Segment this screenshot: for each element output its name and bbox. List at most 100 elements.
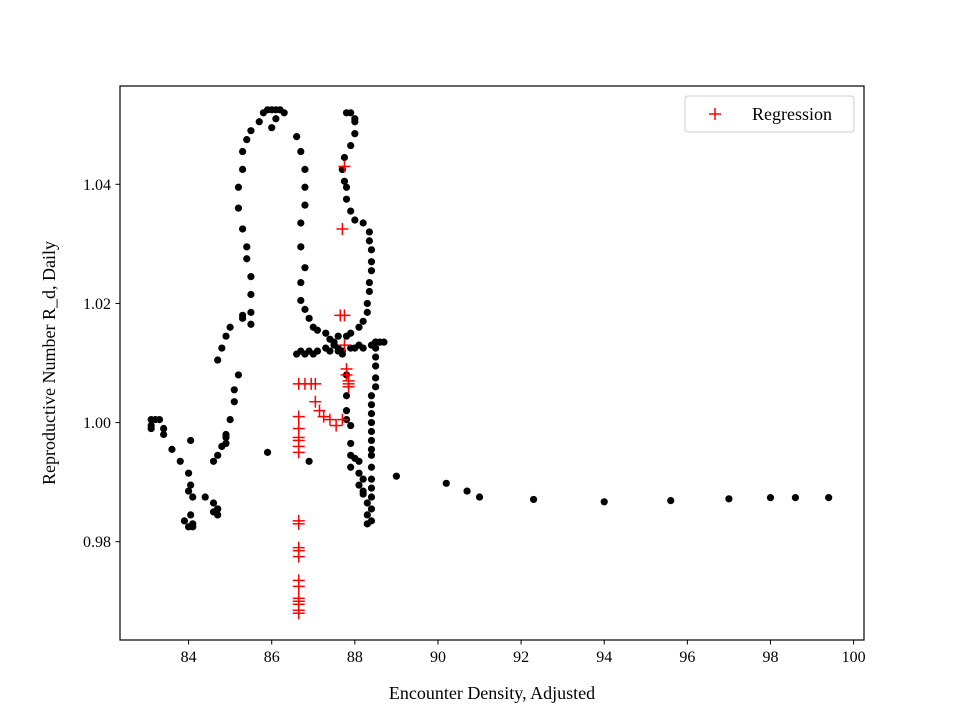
data-point (230, 398, 238, 406)
data-point (392, 472, 401, 480)
data-point (342, 407, 351, 415)
data-point (359, 219, 367, 227)
data-point (263, 448, 272, 456)
legend-box (684, 95, 855, 133)
data-point (363, 299, 371, 308)
data-point (239, 147, 247, 156)
y-axis-label: Reproductive Number R_d, Daily (39, 241, 59, 485)
data-point (301, 165, 309, 173)
data-point (355, 323, 363, 331)
data-point (184, 487, 193, 495)
data-point (475, 493, 484, 501)
data-point (301, 305, 309, 313)
data-point (791, 494, 800, 502)
data-point (330, 341, 338, 349)
data-point (180, 517, 189, 525)
data-point (214, 511, 222, 519)
data-point (365, 237, 373, 245)
x-tick-label: 94 (596, 649, 612, 666)
regression-point (338, 309, 351, 322)
data-point (222, 439, 230, 448)
data-point (367, 267, 376, 275)
data-point (187, 436, 195, 445)
data-point (355, 481, 363, 489)
y-tick-label: 1.00 (83, 415, 111, 432)
data-point (214, 451, 222, 459)
data-point (187, 481, 195, 489)
data-point (209, 499, 218, 507)
data-point (297, 278, 305, 287)
data-point (825, 494, 833, 502)
data-point (234, 204, 243, 212)
regression-point (330, 419, 343, 432)
y-tick-label: 0.98 (83, 534, 111, 551)
data-point (301, 183, 309, 191)
data-point (372, 344, 380, 352)
x-tick-label: 88 (347, 649, 363, 666)
data-point (359, 344, 367, 352)
data-point (367, 401, 376, 409)
y-tick-label: 1.04 (83, 177, 111, 194)
data-point (725, 495, 733, 503)
data-point (359, 317, 367, 325)
data-point (372, 338, 380, 346)
data-point (442, 479, 450, 487)
data-point (313, 326, 322, 334)
data-point (529, 495, 538, 504)
regression-point (292, 550, 305, 563)
data-point (363, 308, 371, 316)
data-point (367, 418, 376, 427)
data-point (239, 311, 247, 319)
x-tick-label: 84 (181, 649, 197, 666)
data-point (367, 517, 376, 525)
data-point (322, 329, 330, 337)
data-point (667, 497, 675, 505)
regression-point (292, 377, 305, 390)
data-point (359, 475, 367, 483)
y-tick-label: 1.02 (83, 296, 111, 313)
data-point (372, 374, 380, 382)
data-point (367, 463, 376, 471)
data-point (187, 511, 195, 519)
data-point (280, 109, 288, 117)
data-point (189, 523, 197, 531)
data-point (226, 415, 234, 424)
regression-point (313, 404, 326, 417)
data-point (367, 410, 376, 418)
regression-point (292, 517, 305, 530)
data-point (272, 115, 280, 123)
regression-point (292, 446, 305, 459)
x-tick-label: 98 (762, 649, 778, 666)
data-point (355, 469, 363, 477)
data-point (218, 344, 226, 352)
data-point (351, 130, 359, 138)
data-point (338, 350, 346, 358)
data-point (367, 484, 376, 492)
data-point (226, 323, 234, 331)
data-point (268, 124, 276, 132)
data-point (247, 320, 255, 328)
data-point (243, 136, 251, 144)
data-point (372, 353, 380, 361)
data-point (326, 347, 334, 355)
data-point (297, 219, 305, 227)
regression-point (292, 410, 305, 423)
data-point (214, 356, 222, 364)
data-point (367, 475, 376, 483)
data-point (342, 183, 351, 191)
data-point (347, 463, 355, 471)
data-point (209, 457, 218, 465)
data-point (239, 165, 247, 173)
data-point (367, 427, 376, 436)
x-tick-label: 92 (513, 649, 529, 666)
data-point (313, 347, 322, 355)
regression-point (338, 160, 351, 173)
data-point (380, 338, 388, 346)
data-point (363, 511, 371, 519)
data-point (201, 493, 209, 501)
regression-point (292, 607, 305, 620)
data-point (301, 264, 309, 272)
data-point (230, 386, 238, 394)
data-point (147, 424, 155, 433)
data-point (367, 505, 376, 513)
